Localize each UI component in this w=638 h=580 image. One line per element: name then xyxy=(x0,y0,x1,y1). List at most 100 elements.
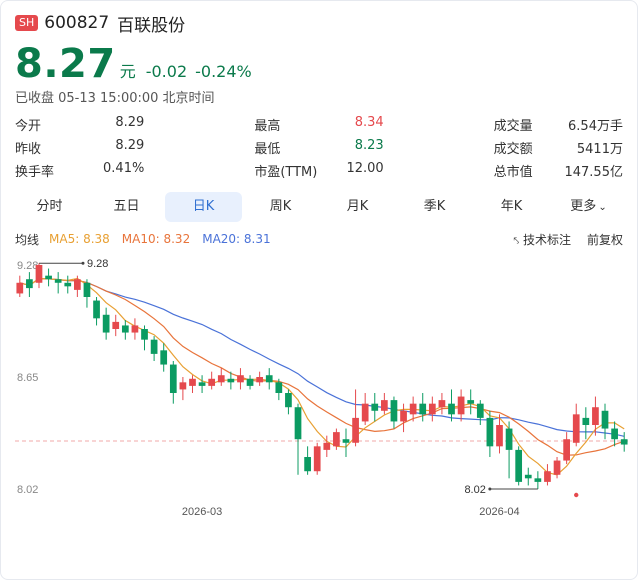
tab-quarterly-k[interactable]: 季K xyxy=(423,199,446,214)
candle-body xyxy=(390,400,398,422)
candle-body xyxy=(361,403,369,422)
stats-grid: 今开 8.29 最高 8.34 成交量 6.54万手 昨收 8.29 最低 8.23 成交… xyxy=(15,113,623,182)
stat-volume: 成交量 6.54万手 xyxy=(494,115,623,134)
candle-body xyxy=(400,410,407,422)
chart-tools: ⤣ 技术标注 前复权 xyxy=(514,231,624,248)
candle-body xyxy=(102,314,110,333)
stat-value: 0.41% xyxy=(103,161,145,176)
stat-row: 昨收 8.29 最低 8.23 成交额 5411万 xyxy=(15,136,623,159)
x-tick-label: 2026-03 xyxy=(182,506,222,518)
candle-body xyxy=(342,439,350,443)
y-tick-label: 8.02 xyxy=(17,484,38,496)
tab-five-day[interactable]: 五日 xyxy=(113,199,140,214)
min-price-label: 8.02 xyxy=(464,484,485,496)
min-marker-dot xyxy=(488,487,492,491)
candle-body xyxy=(121,325,129,333)
candle-body xyxy=(112,321,120,329)
stat-value: 5411万 xyxy=(576,142,623,157)
candle-body xyxy=(54,279,62,283)
candle-body xyxy=(496,425,503,447)
candle-body xyxy=(476,403,484,418)
candle-body xyxy=(553,460,561,475)
candle-body xyxy=(467,400,475,404)
market-status: 已收盘 05-13 15:00:00 北京时间 xyxy=(15,91,215,106)
tab-intraday[interactable]: 分时 xyxy=(36,199,63,214)
stat-open: 今开 8.29 xyxy=(15,115,144,134)
tab-weekly-k[interactable]: 周K xyxy=(269,199,292,214)
tab-yearly-k[interactable]: 年K xyxy=(500,199,523,214)
candle-body xyxy=(323,442,331,450)
tech-annotation-button[interactable]: ⤣ 技术标注 xyxy=(514,231,571,248)
ma10-value: MA10: 8.32 xyxy=(121,232,191,246)
tab-more-label: 更多 xyxy=(570,199,597,214)
candle-body xyxy=(544,471,551,482)
candle-body xyxy=(179,382,187,390)
candle-body xyxy=(265,375,273,383)
stat-value: 8.29 xyxy=(115,138,145,153)
candle-body xyxy=(285,393,292,408)
y-tick-label: 8.65 xyxy=(17,372,38,384)
chevron-down-icon: ⌄ xyxy=(598,202,607,213)
candle-body xyxy=(45,275,52,280)
tab-monthly-k[interactable]: 月K xyxy=(346,199,369,214)
candle-body xyxy=(601,410,609,429)
candle-body xyxy=(93,300,100,319)
kline-chart[interactable]: 9.288.658.029.288.022026-032026-042026-0… xyxy=(1,253,637,533)
market-badge: SH xyxy=(15,15,39,31)
candle-body xyxy=(294,407,302,440)
candle-body xyxy=(381,400,388,411)
stat-market-cap: 总市值 147.55亿 xyxy=(494,161,623,180)
price-change-pct: -0.24% xyxy=(195,62,252,81)
y-tick-label: 9.28 xyxy=(17,260,38,272)
candle-body xyxy=(26,279,33,289)
stat-value: 8.34 xyxy=(354,115,384,130)
candle-body xyxy=(16,282,24,294)
stat-label: 最高 xyxy=(254,119,281,134)
price-row: 8.27 元 -0.02 -0.24% xyxy=(15,41,623,87)
stat-label: 昨收 xyxy=(15,142,42,157)
stat-label: 市盈(TTM) xyxy=(254,165,318,180)
candle-body xyxy=(217,375,225,383)
tab-daily-k[interactable]: 日K xyxy=(165,192,242,222)
candle-body xyxy=(35,265,43,283)
candle-body xyxy=(611,428,618,440)
stock-name: 百联股份 xyxy=(117,15,186,36)
stat-value: 6.54万手 xyxy=(568,119,623,134)
stat-turnover-amount: 成交额 5411万 xyxy=(494,138,623,157)
candle-body xyxy=(572,414,580,443)
x-tick-label: 2026-04 xyxy=(479,506,519,518)
stat-label: 总市值 xyxy=(493,165,533,180)
candle-body xyxy=(582,417,590,425)
candle-body xyxy=(352,417,359,443)
candle-body xyxy=(141,329,148,340)
max-price-label: 9.28 xyxy=(87,258,108,270)
ma20-value: MA20: 8.31 xyxy=(202,232,271,246)
adjust-button[interactable]: 前复权 xyxy=(586,232,623,247)
candle-body xyxy=(428,403,436,415)
candle-body xyxy=(457,396,465,415)
price-change: -0.02 xyxy=(145,62,188,81)
candle-body xyxy=(169,364,177,393)
candle-body xyxy=(150,339,158,354)
candle-body xyxy=(227,378,235,383)
stat-label: 换手率 xyxy=(15,165,55,180)
stat-low: 最低 8.23 xyxy=(254,138,383,157)
candle-body xyxy=(198,382,206,386)
stat-value: 147.55亿 xyxy=(564,165,623,180)
candle-body xyxy=(448,403,455,415)
candle-body xyxy=(438,400,446,408)
price-unit: 元 xyxy=(119,62,136,81)
title-row: SH 600827 百联股份 xyxy=(15,11,623,36)
candle-body xyxy=(313,446,321,472)
ma20-line xyxy=(19,277,625,437)
stat-high: 最高 8.34 xyxy=(254,115,383,134)
current-price: 8.27 xyxy=(15,41,116,87)
ma-legend: 均线 MA5: 8.38 MA10: 8.32 MA20: 8.31 ⤣ 技术标… xyxy=(15,229,623,249)
candle-body xyxy=(419,403,427,415)
ma10-line xyxy=(19,277,625,456)
period-tabs: 分时 五日 日K 周K 月K 季K 年K 更多 ⌄ xyxy=(11,191,627,223)
candle-body xyxy=(131,325,139,333)
stat-pe: 市盈(TTM) 12.00 xyxy=(254,161,383,180)
tab-more[interactable]: 更多 ⌄ xyxy=(550,192,627,222)
